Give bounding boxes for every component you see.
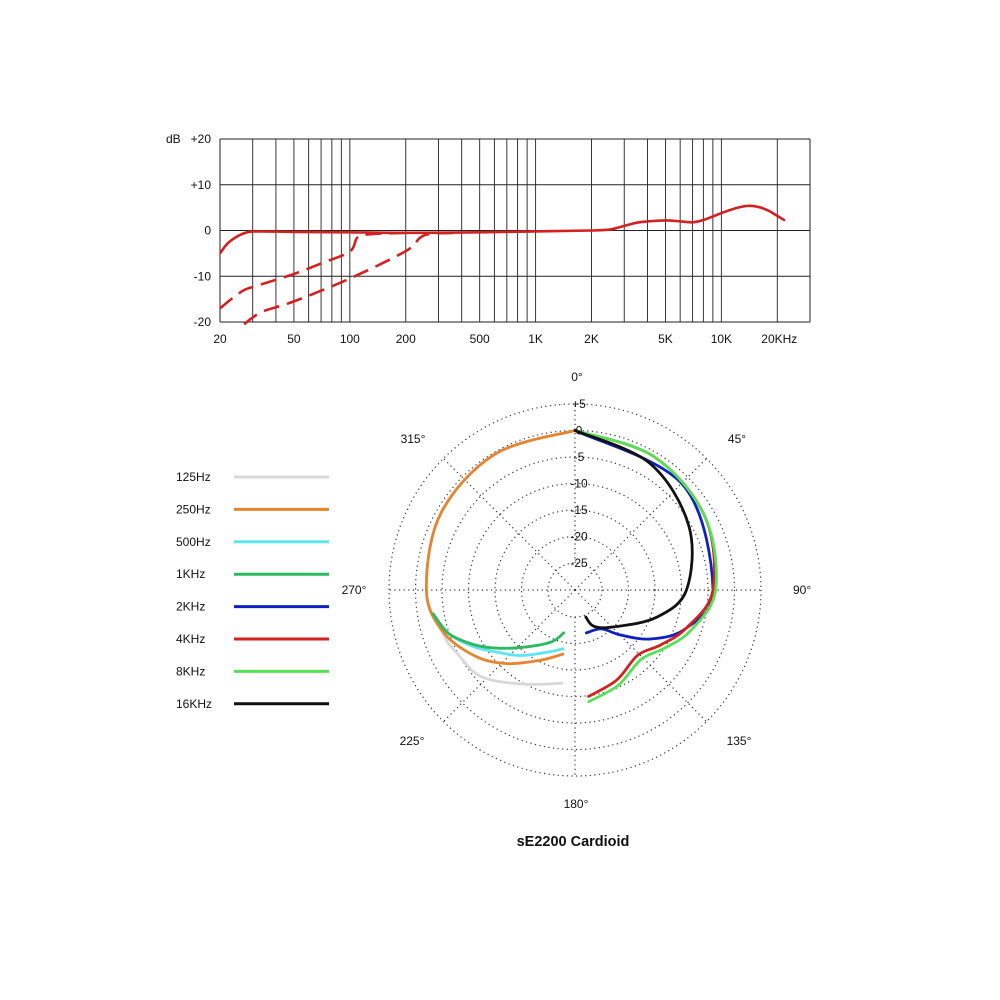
legend-label: 500Hz xyxy=(176,535,211,549)
polar-angle-label: 90° xyxy=(793,583,811,597)
polar-angle-label: 180° xyxy=(564,797,589,811)
fr-x-tick-label: 2K xyxy=(584,332,599,346)
legend-label: 125Hz xyxy=(176,470,211,484)
polar-ring-label: +5 xyxy=(572,397,586,411)
polar-ring-label: -10 xyxy=(570,477,588,491)
polar-pattern-chart: +5 0 -5 -10 -15 -20 -25 0° 45° 90° 135° 180° 225° 270… xyxy=(342,370,812,811)
polar-curve-16khz xyxy=(573,429,694,630)
polar-angle-label: 45° xyxy=(728,432,746,446)
polar-ring xyxy=(414,429,736,751)
legend-label: 4KHz xyxy=(176,632,205,646)
fr-x-tick-label: 1K xyxy=(528,332,543,346)
fr-y-tick-label: 0 xyxy=(204,224,211,238)
legend-label: 250Hz xyxy=(176,502,211,516)
fr-y-unit-label: dB xyxy=(166,132,181,146)
polar-angle-label: 225° xyxy=(400,734,425,748)
fr-x-tick-label: 200 xyxy=(396,332,416,346)
fr-x-tick-label: 20KHz xyxy=(761,332,797,346)
legend-label: 16KHz xyxy=(176,697,212,711)
legend: 125Hz 250Hz 500Hz 1KHz 2KHz 4KHz 8KHz 16KHz xyxy=(176,470,329,711)
polar-angle-label: 315° xyxy=(401,432,426,446)
fr-y-tick-label: -10 xyxy=(194,269,212,283)
fr-curves xyxy=(218,204,786,326)
polar-labels: +5 0 -5 -10 -15 -20 -25 0° 45° 90° 135° 180° 225° 270… xyxy=(342,370,812,811)
fr-axis-labels: +20 +10 0 -10 -20 dB 20 50 100 200 500 1K 2K 5K 10K 20K… xyxy=(166,132,797,346)
fr-y-tick-label: +10 xyxy=(191,178,212,192)
frequency-response-chart: +20 +10 0 -10 -20 dB 20 50 100 200 500 1K 2K 5K 10K 20K… xyxy=(166,132,811,346)
polar-ring-label: 0 xyxy=(576,424,583,438)
polar-spoke xyxy=(574,589,707,722)
fr-x-tick-label: 50 xyxy=(287,332,301,346)
legend-label: 1KHz xyxy=(176,567,205,581)
polar-ring-label: -20 xyxy=(570,530,588,544)
legend-label: 2KHz xyxy=(176,600,205,614)
fr-x-tick-label: 5K xyxy=(658,332,673,346)
polar-curve-8khz xyxy=(573,429,718,704)
polar-ring xyxy=(520,535,630,645)
polar-ring-label: -15 xyxy=(570,503,588,517)
fr-x-tick-label: 20 xyxy=(213,332,227,346)
fr-dashed-curve xyxy=(243,231,462,326)
fr-dashed-curve xyxy=(219,231,406,310)
polar-angle-label: 270° xyxy=(342,583,367,597)
polar-ring xyxy=(494,509,656,671)
fr-x-tick-label: 100 xyxy=(340,332,360,346)
polar-curve-1khz xyxy=(431,612,565,650)
polar-spoke xyxy=(574,458,707,591)
legend-label: 8KHz xyxy=(176,664,205,678)
polar-ring-label: -25 xyxy=(570,556,588,570)
polar-curve-125hz xyxy=(424,429,577,686)
polar-spoke xyxy=(443,458,576,591)
polar-ring xyxy=(388,403,762,777)
polar-curve-250hz xyxy=(424,429,577,666)
fr-y-tick-label: +20 xyxy=(191,132,212,146)
polar-ring-label: -5 xyxy=(574,450,585,464)
polar-angle-label: 135° xyxy=(727,734,752,748)
polar-angle-label: 0° xyxy=(571,370,583,384)
fr-x-tick-label: 10K xyxy=(711,332,732,346)
fr-x-tick-label: 500 xyxy=(470,332,490,346)
polar-curves xyxy=(424,429,718,704)
fr-y-tick-label: -20 xyxy=(194,315,212,329)
chart-title: sE2200 Cardioid xyxy=(517,834,630,850)
fr-solid-curve xyxy=(218,204,786,255)
